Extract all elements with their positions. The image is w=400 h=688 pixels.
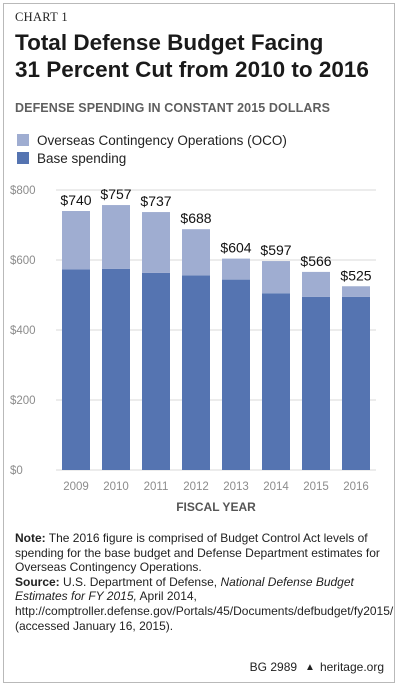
bar-total-label: $688 <box>180 210 211 226</box>
bar-base <box>222 279 250 470</box>
source-title: National Defense Budget Estimates for FY… <box>15 574 354 604</box>
footer-site: heritage.org <box>319 660 384 674</box>
footer: BG 2989 ▲ heritage.org <box>250 660 384 674</box>
bar-oco <box>142 212 170 273</box>
bar-base <box>182 275 210 470</box>
bar-total-label: $566 <box>300 253 331 269</box>
x-tick-label: 2014 <box>263 481 289 493</box>
chart-frame: CHART 1 Total Defense Budget Facing 31 P… <box>3 3 395 683</box>
legend-item-base: Base spending <box>17 149 287 167</box>
note-text: The 2016 figure is comprised of Budget C… <box>15 531 380 575</box>
chart-title: Total Defense Budget Facing 31 Percent C… <box>15 29 385 83</box>
legend-swatch-oco <box>17 134 29 146</box>
bar-oco <box>182 229 210 276</box>
footer-code: BG 2989 <box>249 660 298 674</box>
bar-total-label: $737 <box>140 193 171 209</box>
bar-base <box>262 293 290 470</box>
bar-total-label: $604 <box>220 240 251 256</box>
x-tick-label: 2016 <box>343 481 369 493</box>
source-text-b: April 2014, http://comptroller.defense.g… <box>15 589 394 633</box>
note-label: Note: <box>15 531 46 545</box>
bar-oco <box>102 205 130 269</box>
legend: Overseas Contingency Operations (OCO) Ba… <box>17 131 287 167</box>
x-tick-label: 2010 <box>103 481 129 493</box>
notes-block: Note: The 2016 figure is comprised of Bu… <box>15 531 394 633</box>
legend-label-base: Base spending <box>37 150 127 166</box>
bar-base <box>302 296 330 470</box>
y-tick-label: $200 <box>10 395 36 407</box>
legend-swatch-base <box>17 152 29 164</box>
x-tick-label: 2009 <box>63 481 89 493</box>
bar-chart: $0 $200 $400 $600 $800 $740 2009 $757 2010 $737 20… <box>10 185 376 514</box>
chart-number-label: CHART 1 <box>15 10 68 24</box>
bar-base <box>342 296 370 470</box>
source-label: Source: <box>15 574 60 589</box>
bar-total-label: $597 <box>260 242 291 258</box>
legend-item-oco: Overseas Contingency Operations (OCO) <box>17 131 287 149</box>
bar-total-label: $757 <box>100 186 131 202</box>
title-line-1: Total Defense Budget Facing <box>15 30 324 55</box>
bar-oco <box>342 286 370 297</box>
bar-total-label: $525 <box>340 267 371 283</box>
y-tick-label: $800 <box>10 185 36 197</box>
bar-oco <box>262 261 290 294</box>
y-tick-label: $400 <box>10 325 36 337</box>
chart-subtitle: DEFENSE SPENDING IN CONSTANT 2015 DOLLAR… <box>15 101 331 115</box>
y-tick-label: $0 <box>10 465 23 477</box>
bar-total-label: $740 <box>60 192 91 208</box>
x-tick-label: 2012 <box>183 481 209 493</box>
y-tick-label: $600 <box>10 255 36 267</box>
bar-base <box>142 272 170 470</box>
source-text-a: U.S. Department of Defense, <box>63 574 221 589</box>
title-line-2: 31 Percent Cut from 2010 to 2016 <box>15 57 369 82</box>
x-axis-title: FISCAL YEAR <box>176 500 256 514</box>
legend-label-oco: Overseas Contingency Operations (OCO) <box>37 132 287 148</box>
x-tick-label: 2013 <box>223 481 249 493</box>
bar-base <box>62 269 90 470</box>
source-paragraph: Source: U.S. Department of Defense, Nati… <box>15 574 394 633</box>
bar-oco <box>222 258 250 280</box>
heritage-lamp-icon: ▲ <box>305 661 315 673</box>
x-tick-label: 2015 <box>303 481 329 493</box>
bar-base <box>102 268 130 470</box>
x-tick-label: 2011 <box>144 481 169 493</box>
bar-oco <box>62 211 90 270</box>
note-paragraph: Note: The 2016 figure is comprised of Bu… <box>15 531 387 575</box>
bar-oco <box>302 271 330 297</box>
